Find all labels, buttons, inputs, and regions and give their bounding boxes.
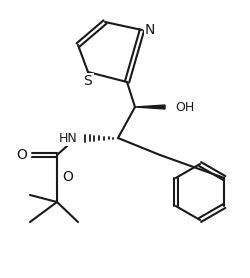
- Polygon shape: [134, 105, 164, 109]
- Text: N: N: [144, 23, 155, 37]
- Text: OH: OH: [174, 101, 194, 113]
- Text: S: S: [83, 74, 92, 88]
- Text: O: O: [62, 170, 72, 184]
- Text: O: O: [16, 148, 27, 162]
- Text: HN: HN: [59, 131, 78, 145]
